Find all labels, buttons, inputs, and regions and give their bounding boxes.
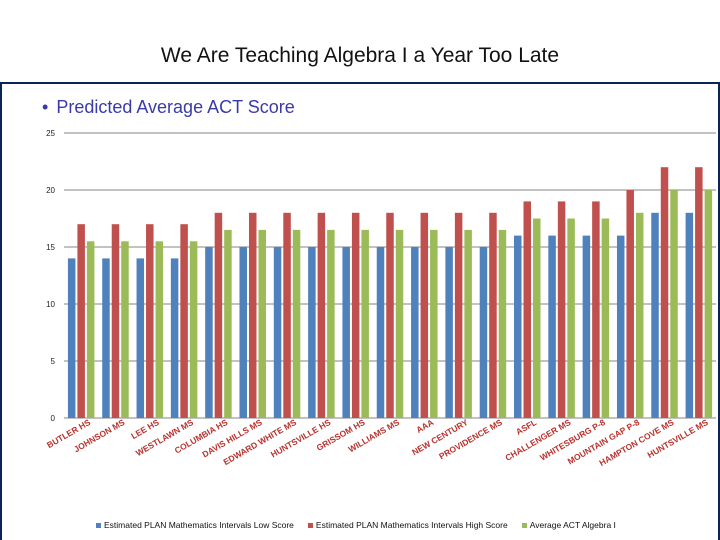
y-tick-label: 15 [46, 243, 55, 252]
category-label: PROVIDENCE MS [437, 417, 504, 461]
bar-low [376, 247, 385, 418]
bar-avg [533, 218, 541, 418]
bar-avg [498, 229, 507, 418]
bar-low [445, 247, 453, 418]
bullet-dot-icon: • [42, 97, 49, 117]
bar-high [283, 212, 291, 418]
bar-avg [155, 241, 164, 418]
bar-avg [327, 229, 335, 418]
bar-high [523, 201, 532, 418]
bar-high [248, 212, 257, 418]
bar-avg [86, 241, 95, 418]
bar-avg [121, 241, 129, 418]
bar-low [239, 247, 247, 418]
bullet-item: • Predicted Average ACT Score [42, 97, 295, 118]
category-label: HUNTSVILLE HS [269, 417, 333, 460]
bar-high [592, 201, 600, 418]
legend-swatch [521, 523, 527, 529]
bar-avg [670, 190, 678, 418]
bar-high [454, 212, 463, 418]
legend-item: Estimated PLAN Mathematics Intervals Low… [96, 520, 294, 530]
y-tick-label: 20 [46, 186, 55, 195]
y-tick-label: 5 [51, 357, 56, 366]
bar-low [548, 235, 556, 418]
slide-title: We Are Teaching Algebra I a Year Too Lat… [160, 44, 560, 67]
bar-high [660, 167, 669, 418]
y-tick-label: 10 [46, 300, 55, 309]
bar-low [170, 258, 179, 418]
bar-avg [189, 241, 198, 418]
bar-avg [258, 229, 266, 418]
bar-avg [635, 212, 644, 418]
bar-high [626, 190, 634, 418]
bar-avg [361, 229, 369, 418]
legend-item: Estimated PLAN Mathematics Intervals Hig… [307, 520, 508, 530]
bar-avg [292, 229, 301, 418]
bar-low [102, 258, 110, 418]
legend-item: Average ACT Algebra I [521, 520, 616, 530]
bar-avg [224, 229, 232, 418]
y-tick-label: 25 [46, 129, 55, 138]
bar-high [695, 167, 703, 418]
bar-low [273, 247, 282, 418]
bar-avg [464, 229, 472, 418]
bar-low [685, 212, 694, 418]
bar-high [557, 201, 566, 418]
legend-swatch [96, 523, 101, 529]
title-area [0, 0, 720, 82]
bar-low [582, 235, 591, 418]
bar-low [479, 247, 488, 418]
y-tick-label: 0 [51, 414, 56, 423]
bar-high [214, 212, 223, 418]
bar-avg [601, 218, 610, 418]
bar-low [205, 247, 213, 418]
legend-label: Estimated PLAN Mathematics Intervals Low… [104, 520, 294, 530]
bar-high [317, 212, 326, 418]
legend-label: Estimated PLAN Mathematics Intervals Hig… [315, 520, 508, 530]
bar-high [180, 224, 188, 418]
chart-legend: Estimated PLAN Mathematics Intervals Low… [96, 520, 630, 530]
bar-high [351, 212, 360, 418]
bullet-text: Predicted Average ACT Score [56, 97, 295, 117]
bar-high [146, 224, 154, 418]
bar-low [651, 212, 659, 418]
bar-avg [430, 229, 438, 418]
bar-high [420, 212, 429, 418]
bar-high [77, 224, 85, 418]
bar-low [411, 247, 419, 418]
bar-low [342, 247, 350, 418]
bar-low [616, 235, 625, 418]
bar-avg [395, 229, 404, 418]
category-label: WESTLAWN MS [134, 417, 195, 458]
bar-high [386, 212, 394, 418]
bar-low [308, 247, 316, 418]
bar-high [111, 224, 120, 418]
bar-avg [704, 190, 713, 418]
bar-avg [567, 218, 575, 418]
legend-label: Average ACT Algebra I [529, 520, 616, 530]
category-label: AAA [414, 417, 435, 435]
bar-low [67, 258, 76, 418]
category-label: HUNTSVILLE MS [646, 417, 711, 460]
bar-high [489, 212, 497, 418]
category-label: ASFL [514, 417, 538, 437]
bar-low [136, 258, 145, 418]
legend-swatch [307, 523, 313, 529]
bar-low [514, 235, 522, 418]
